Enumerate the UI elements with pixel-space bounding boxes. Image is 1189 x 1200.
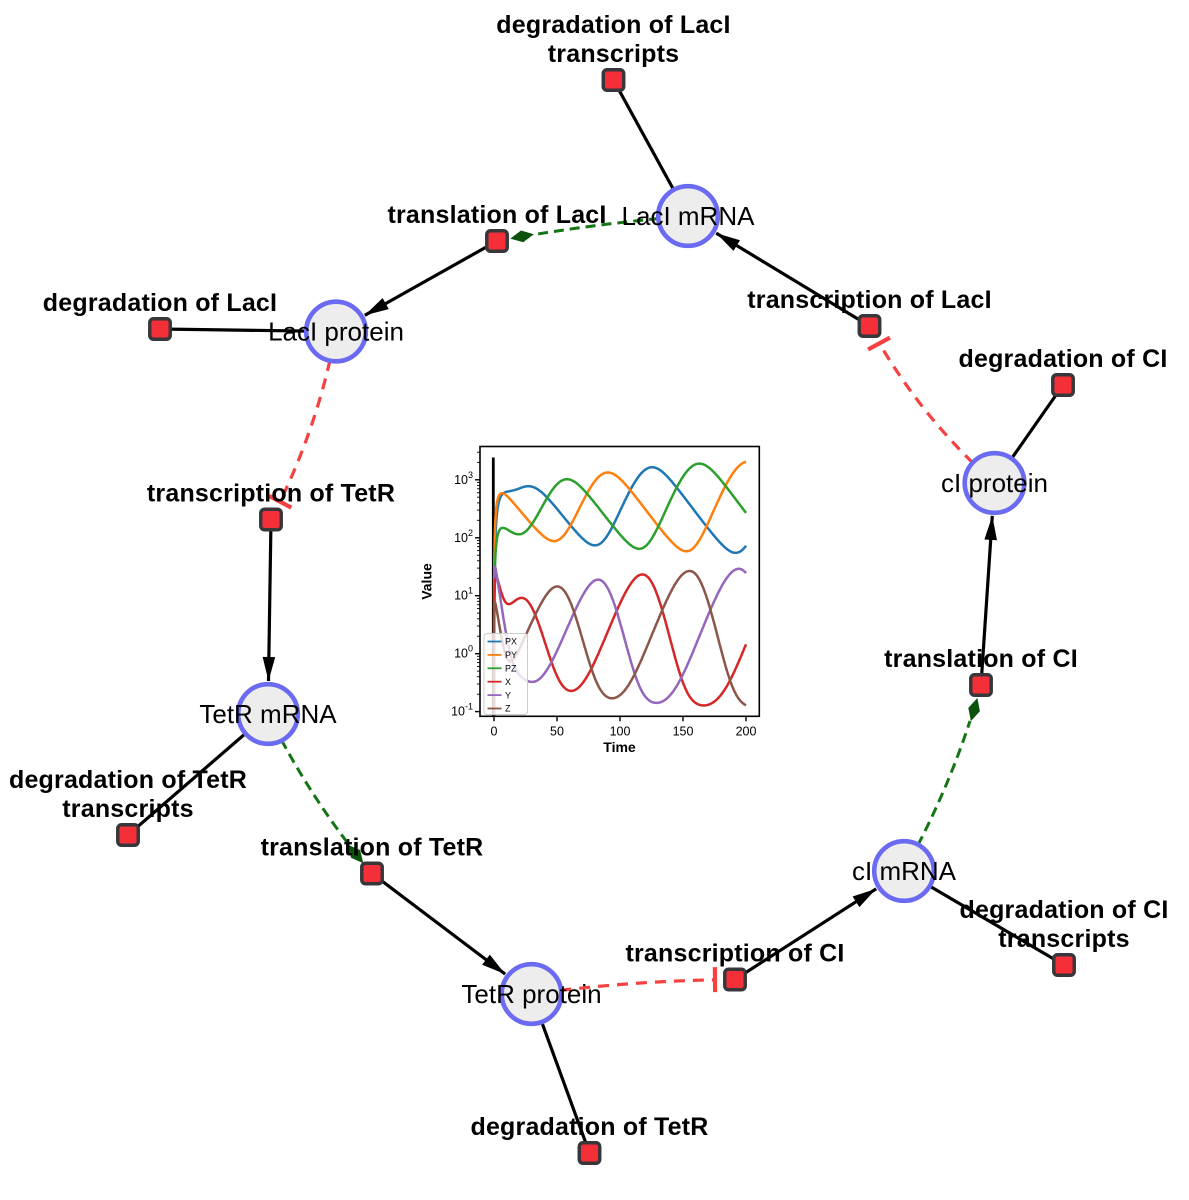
svg-text:degradation of CI: degradation of CI: [959, 345, 1168, 373]
svg-text:translation of CI: translation of CI: [884, 645, 1078, 673]
svg-text:200: 200: [736, 724, 757, 738]
svg-text:150: 150: [673, 724, 694, 738]
svg-text:degradation of TetR: degradation of TetR: [9, 766, 247, 794]
svg-text:translation of LacI: translation of LacI: [387, 201, 606, 229]
svg-text:transcripts: transcripts: [998, 925, 1129, 953]
svg-text:TetR mRNA: TetR mRNA: [199, 699, 337, 729]
svg-text:transcription of LacI: transcription of LacI: [747, 286, 992, 314]
svg-text:0: 0: [491, 724, 498, 738]
svg-text:degradation of CI: degradation of CI: [960, 896, 1169, 924]
svg-text:PY: PY: [505, 650, 517, 660]
svg-text:Y: Y: [505, 690, 511, 700]
svg-text:degradation of TetR: degradation of TetR: [470, 1113, 708, 1141]
svg-text:PZ: PZ: [505, 664, 517, 674]
svg-text:Z: Z: [505, 704, 511, 714]
svg-text:Time: Time: [603, 739, 636, 755]
svg-text:Value: Value: [419, 563, 435, 600]
svg-text:TetR protein: TetR protein: [461, 979, 601, 1009]
svg-text:PX: PX: [505, 637, 517, 647]
svg-text:transcription of CI: transcription of CI: [625, 940, 844, 968]
svg-text:LacI mRNA: LacI mRNA: [622, 201, 756, 231]
svg-text:transcription of TetR: transcription of TetR: [147, 480, 395, 508]
svg-text:50: 50: [550, 724, 564, 738]
svg-text:cI protein: cI protein: [941, 468, 1048, 498]
svg-text:cI mRNA: cI mRNA: [852, 856, 957, 886]
svg-text:100: 100: [610, 724, 631, 738]
svg-text:transcripts: transcripts: [548, 40, 679, 68]
svg-text:degradation of LacI: degradation of LacI: [496, 11, 730, 39]
svg-text:translation of TetR: translation of TetR: [261, 834, 484, 862]
svg-text:degradation of LacI: degradation of LacI: [43, 289, 277, 317]
svg-text:transcripts: transcripts: [62, 795, 193, 823]
svg-text:X: X: [505, 677, 511, 687]
svg-text:LacI protein: LacI protein: [268, 317, 404, 347]
